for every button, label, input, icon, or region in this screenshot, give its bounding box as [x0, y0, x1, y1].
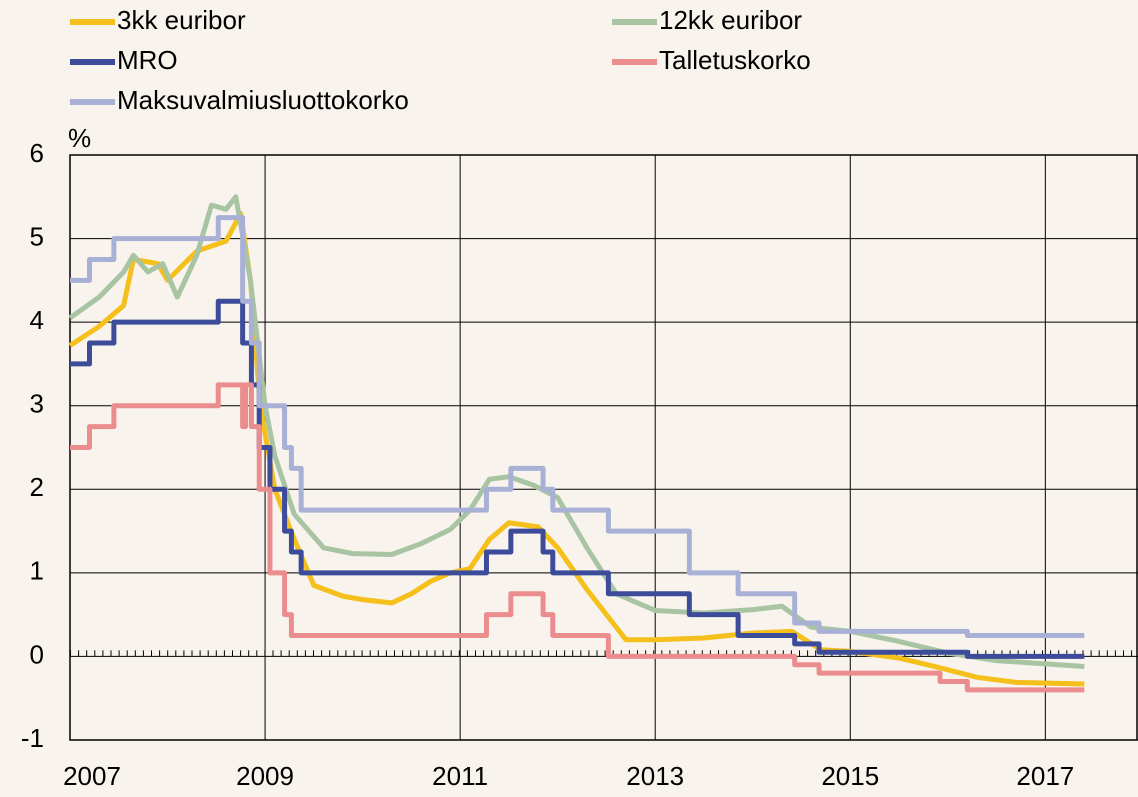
x-tick-label: 2011 — [432, 761, 488, 791]
x-tick-label: 2013 — [626, 761, 684, 791]
x-tick-label: 2015 — [821, 761, 879, 791]
y-tick-label: 5 — [30, 221, 44, 251]
y-axis-label: % — [68, 123, 91, 153]
y-tick-label: 0 — [30, 639, 44, 669]
series-line — [70, 298, 1085, 659]
y-tick-label: 3 — [30, 389, 44, 419]
x-tick-label: 2007 — [63, 761, 121, 791]
x-tick-label: 2017 — [1016, 761, 1074, 791]
x-tick-label: 2009 — [236, 761, 294, 791]
legend-label: 3kk euribor — [117, 5, 246, 35]
series-line — [70, 215, 1085, 639]
series-line — [68, 194, 1085, 669]
y-tick-label: 2 — [30, 472, 44, 502]
legend-label: 12kk euribor — [659, 5, 802, 35]
series-line — [70, 382, 1085, 693]
legend-label: MRO — [117, 45, 178, 75]
y-tick-label: 1 — [30, 556, 44, 586]
y-tick-label: -1 — [21, 723, 44, 753]
legend-label: Talletuskorko — [659, 45, 811, 75]
y-tick-label: 6 — [30, 138, 44, 168]
legend-label: Maksuvalmiusluottokorko — [117, 85, 409, 115]
y-tick-label: 4 — [30, 305, 44, 335]
